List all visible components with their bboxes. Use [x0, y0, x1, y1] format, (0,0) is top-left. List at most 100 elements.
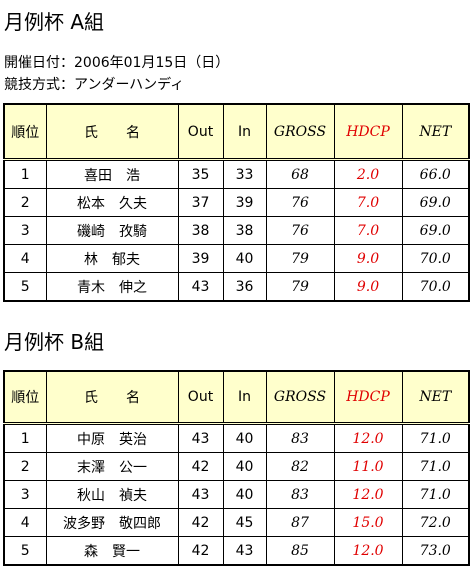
cell: 43 — [177, 480, 224, 509]
header-cell: HDCP — [333, 103, 403, 161]
header-cell: In — [222, 103, 267, 161]
cell: 38 — [222, 216, 267, 245]
cell: 森 賢一 — [45, 536, 179, 566]
cell: 4 — [3, 244, 47, 273]
cell: 66.0 — [401, 159, 470, 189]
header-cell: Out — [177, 370, 224, 425]
cell: 42 — [177, 508, 224, 537]
cell: 2 — [3, 452, 47, 481]
cell: 79 — [265, 244, 335, 273]
cell: 9.0 — [333, 244, 403, 273]
cell: 12.0 — [333, 480, 403, 509]
cell: 1 — [3, 159, 47, 189]
cell: 2.0 — [333, 159, 403, 189]
cell: 69.0 — [401, 188, 470, 217]
header-row: 順位氏 名 Out In GROSS HDCP NET — [3, 370, 470, 425]
cell: 33 — [222, 159, 267, 189]
cell: 波多野 敬四郎 — [45, 508, 179, 537]
header-cell: GROSS — [265, 103, 335, 161]
info-line: 競技方式：アンダーハンディ — [4, 77, 185, 93]
data-row: 3 磯崎 孜騎 38 38 76 7.0 69.0 — [3, 216, 470, 245]
data-row: 2 松本 久夫 37 39 76 7.0 69.0 — [3, 188, 470, 217]
cell: 7.0 — [333, 188, 403, 217]
cell: 42 — [177, 536, 224, 566]
cell: 中原 英治 — [45, 423, 179, 453]
data-row: 3 秋山 禎夫 43 40 83 12.0 71.0 — [3, 480, 470, 509]
cell: 43 — [222, 536, 267, 566]
cell: 83 — [265, 423, 335, 453]
data-row: 4 波多野 敬四郎 42 45 87 15.0 72.0 — [3, 508, 470, 537]
data-row: 5 青木 伸之 43 36 79 9.0 70.0 — [3, 272, 470, 302]
cell: 76 — [265, 216, 335, 245]
cell: 43 — [177, 272, 224, 302]
data-row: 1 中原 英治 43 40 83 12.0 71.0 — [3, 423, 470, 453]
cell: 69.0 — [401, 216, 470, 245]
header-cell: 順位 — [3, 103, 47, 161]
header-row: 順位氏 名 Out In GROSS HDCP NET — [3, 103, 470, 161]
cell: 2 — [3, 188, 47, 217]
cell: 73.0 — [401, 536, 470, 566]
cell: 喜田 浩 — [45, 159, 179, 189]
cell: 40 — [222, 480, 267, 509]
header-cell: NET — [401, 370, 470, 425]
header-cell: Out — [177, 103, 224, 161]
cell: 45 — [222, 508, 267, 537]
cell: 12.0 — [333, 423, 403, 453]
cell: 35 — [177, 159, 224, 189]
cell: 36 — [222, 272, 267, 302]
cell: 40 — [222, 423, 267, 453]
header-cell: 氏 名 — [45, 370, 179, 425]
cell: 71.0 — [401, 452, 470, 481]
section-title: 月例杯 A組 — [4, 10, 105, 34]
cell: 43 — [177, 423, 224, 453]
cell: 15.0 — [333, 508, 403, 537]
info-line: 開催日付：2006年01月15日（日） — [4, 55, 230, 71]
header-cell: 順位 — [3, 370, 47, 425]
cell: 林 郁夫 — [45, 244, 179, 273]
cell: 磯崎 孜騎 — [45, 216, 179, 245]
data-row: 2 末澤 公一 42 40 82 11.0 71.0 — [3, 452, 470, 481]
cell: 83 — [265, 480, 335, 509]
cell: 末澤 公一 — [45, 452, 179, 481]
cell: 38 — [177, 216, 224, 245]
cell: 秋山 禎夫 — [45, 480, 179, 509]
cell: 11.0 — [333, 452, 403, 481]
cell: 70.0 — [401, 272, 470, 302]
header-cell: HDCP — [333, 370, 403, 425]
cell: 85 — [265, 536, 335, 566]
cell: 3 — [3, 480, 47, 509]
cell: 72.0 — [401, 508, 470, 537]
section-title: 月例杯 B組 — [4, 330, 105, 354]
cell: 5 — [3, 272, 47, 302]
header-cell: In — [222, 370, 267, 425]
cell: 7.0 — [333, 216, 403, 245]
cell: 87 — [265, 508, 335, 537]
cell: 79 — [265, 272, 335, 302]
cell: 37 — [177, 188, 224, 217]
cell: 39 — [222, 188, 267, 217]
cell: 4 — [3, 508, 47, 537]
cell: 3 — [3, 216, 47, 245]
cell: 42 — [177, 452, 224, 481]
header-cell: NET — [401, 103, 470, 161]
cell: 5 — [3, 536, 47, 566]
header-cell: 氏 名 — [45, 103, 179, 161]
cell: 9.0 — [333, 272, 403, 302]
data-row: 1 喜田 浩 35 33 68 2.0 66.0 — [3, 159, 470, 189]
cell: 青木 伸之 — [45, 272, 179, 302]
cell: 71.0 — [401, 423, 470, 453]
cell: 76 — [265, 188, 335, 217]
cell: 40 — [222, 244, 267, 273]
score-table: 順位氏 名 Out In GROSS HDCP NET 1 中原 英治 43 40 83 12.0 71… — [3, 370, 470, 566]
cell: 39 — [177, 244, 224, 273]
cell: 40 — [222, 452, 267, 481]
header-cell: GROSS — [265, 370, 335, 425]
cell: 82 — [265, 452, 335, 481]
cell: 松本 久夫 — [45, 188, 179, 217]
cell: 71.0 — [401, 480, 470, 509]
cell: 12.0 — [333, 536, 403, 566]
cell: 70.0 — [401, 244, 470, 273]
score-table: 順位氏 名 Out In GROSS HDCP NET 1 喜田 浩 35 33 68 2.0 66.0… — [3, 103, 470, 302]
